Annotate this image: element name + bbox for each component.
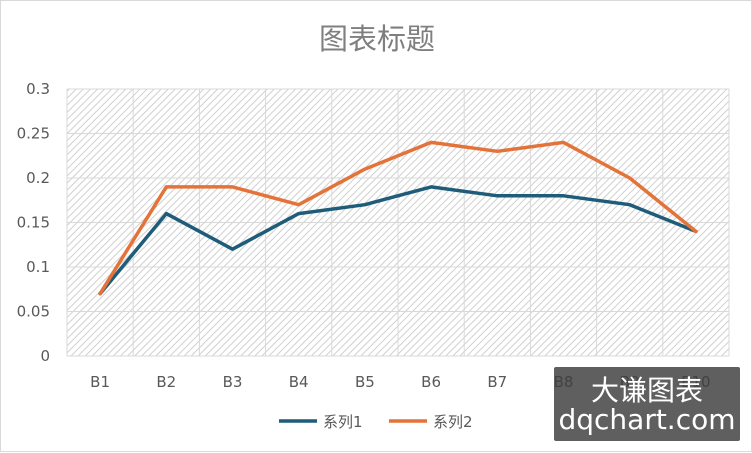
data-point: [628, 203, 632, 207]
x-tick-label: B5: [355, 373, 375, 391]
data-point: [231, 185, 234, 189]
y-tick-label: 0.1: [26, 258, 50, 276]
y-tick-label: 0.05: [17, 303, 50, 321]
data-point: [164, 185, 168, 189]
y-tick-label: 0.25: [17, 125, 50, 143]
data-point: [495, 149, 499, 153]
data-point: [363, 203, 367, 207]
x-tick-label: B1: [90, 373, 110, 391]
x-tick-label: B3: [223, 373, 243, 391]
series-line-1: [98, 185, 698, 296]
data-point: [562, 140, 565, 144]
x-tick-label: B2: [156, 373, 176, 391]
legend-label-1: 系列1: [323, 413, 363, 431]
data-point: [429, 140, 433, 144]
watermark: 大谦图表 dqchart.com: [554, 367, 740, 441]
data-point: [297, 203, 301, 207]
data-point: [231, 247, 234, 251]
y-tick-label: 0.3: [26, 80, 50, 98]
watermark-line2: dqchart.com: [558, 403, 736, 436]
y-tick-label: 0.15: [17, 214, 50, 232]
watermark-line1: 大谦图表: [590, 374, 703, 407]
x-tick-label: B4: [289, 373, 309, 391]
data-point: [429, 185, 433, 189]
data-point: [164, 212, 168, 216]
data-point: [98, 292, 102, 296]
legend-label-2: 系列2: [433, 413, 473, 431]
data-point: [363, 167, 367, 171]
data-point: [628, 176, 632, 180]
y-tick-label: 0.2: [26, 169, 50, 187]
data-point: [562, 194, 565, 198]
data-point: [694, 229, 698, 233]
data-point: [495, 194, 499, 198]
x-tick-label: B6: [421, 373, 441, 391]
chart-title: 图表标题: [319, 22, 435, 56]
series-line-2: [98, 140, 698, 296]
x-tick-label: B7: [487, 373, 507, 391]
y-tick-label: 0: [40, 347, 50, 365]
data-point: [297, 212, 301, 216]
